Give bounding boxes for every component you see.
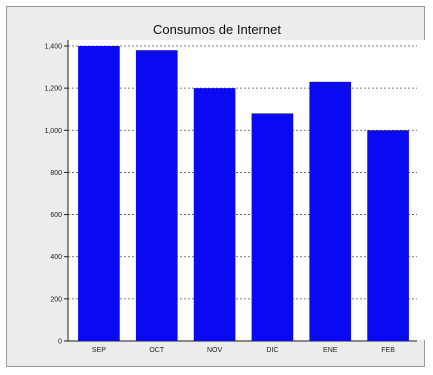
y-tick-label: 0 <box>58 339 62 346</box>
y-tick-label: 1,200 <box>44 86 62 93</box>
bars <box>78 46 409 342</box>
x-tick-label: SEP <box>92 347 106 354</box>
bar-nov <box>193 88 236 342</box>
y-axis-ticks: 0 200 400 600 800 1,000 1,200 1,400 <box>44 44 68 346</box>
y-tick-label: 400 <box>50 254 62 261</box>
y-tick-label: 200 <box>50 296 62 303</box>
y-tick-label: 600 <box>50 212 62 219</box>
plot-area <box>68 40 425 340</box>
x-tick-label: OCT <box>149 347 165 354</box>
axes <box>67 40 417 342</box>
x-tick-label: DIC <box>266 347 278 354</box>
y-tick-label: 800 <box>50 170 62 177</box>
y-tick-label: 1,400 <box>44 44 62 51</box>
bar-ene <box>309 81 352 342</box>
y-tick-label: 1,000 <box>44 128 62 135</box>
x-axis-ticks: SEP OCT NOV DIC ENE FEB <box>92 347 395 354</box>
bar-feb <box>367 130 409 341</box>
bar-oct <box>135 50 178 341</box>
x-tick-label: NOV <box>207 347 223 354</box>
x-tick-label: FEB <box>381 347 395 354</box>
bar-sep <box>78 46 120 341</box>
x-tick-label: ENE <box>323 347 338 354</box>
bar-dic <box>251 113 294 341</box>
chart-title: Consumos de Internet <box>153 22 281 37</box>
